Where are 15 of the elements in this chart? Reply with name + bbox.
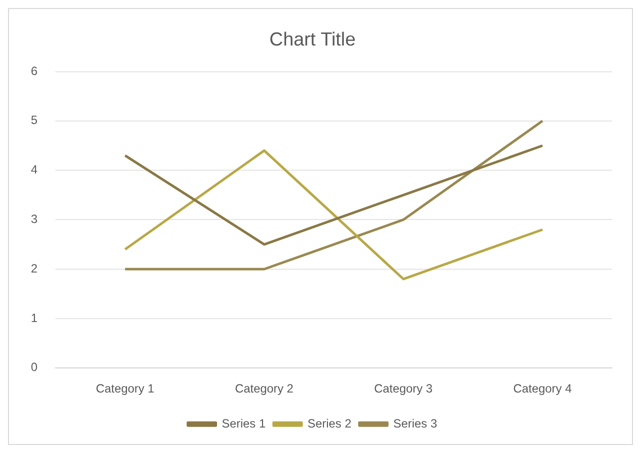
y-tick-label: 0: [30, 360, 38, 374]
x-tick-label: Category 2: [235, 381, 294, 396]
y-tick-label: 4: [30, 162, 38, 177]
x-tick-label: Category 4: [513, 381, 572, 396]
y-tick-label: 6: [30, 64, 38, 78]
x-tick-label: Category 1: [96, 381, 155, 396]
legend-label: Series 1: [222, 416, 266, 430]
y-tick-label: 1: [30, 310, 38, 325]
y-tick-label: 2: [30, 261, 38, 276]
y-tick-label: 3: [30, 212, 38, 226]
y-tick-label: 5: [30, 113, 38, 128]
chart-title: Chart Title: [269, 29, 356, 50]
legend-label: Series 2: [308, 416, 352, 430]
x-tick-label: Category 3: [374, 381, 433, 396]
legend-label: Series 3: [393, 416, 438, 430]
